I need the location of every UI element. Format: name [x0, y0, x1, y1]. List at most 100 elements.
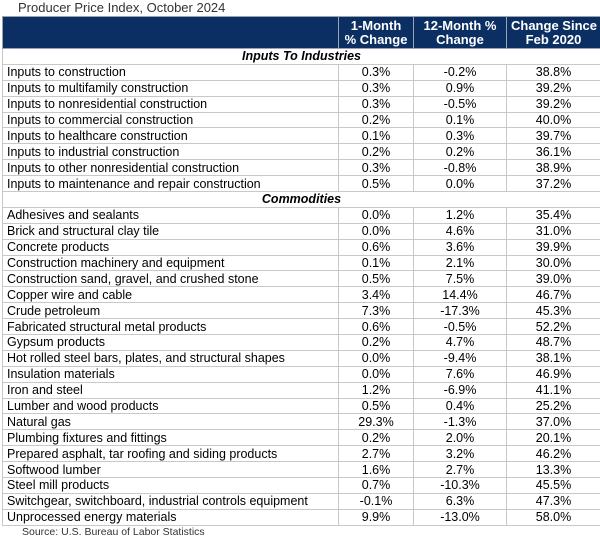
twelve-month-change: -0.5%	[413, 318, 507, 336]
one-month-change: 0.0%	[338, 349, 414, 367]
one-month-change: 0.5%	[338, 175, 414, 193]
change-since-feb-2020: 39.2%	[506, 79, 600, 97]
row-label: Steel mill products	[2, 477, 339, 494]
one-month-change: 1.6%	[338, 461, 414, 479]
change-since-feb-2020: 38.8%	[506, 63, 600, 81]
one-month-change: 9.9%	[338, 508, 414, 526]
table-row: Plumbing fixtures and fittings 0.2% 2.0% 20…	[2, 429, 600, 447]
twelve-month-change: -13.0%	[413, 508, 507, 526]
row-label: Iron and steel	[2, 381, 339, 399]
one-month-change: 3.4%	[338, 286, 414, 304]
twelve-month-change: 2.0%	[413, 429, 507, 447]
row-label: Construction sand, gravel, and crushed s…	[2, 270, 339, 288]
one-month-change: 0.1%	[338, 254, 414, 272]
twelve-month-change: -6.9%	[413, 381, 507, 399]
table-row: Inputs to multifamily construction 0.3% 0.…	[2, 79, 600, 97]
one-month-change: 0.6%	[338, 318, 414, 336]
change-since-feb-2020: 39.0%	[506, 270, 600, 288]
change-since-feb-2020: 36.1%	[506, 143, 600, 161]
one-month-change: 0.2%	[338, 429, 414, 447]
row-label: Construction machinery and equipment	[2, 254, 339, 272]
one-month-change: 0.2%	[338, 143, 414, 161]
change-since-feb-2020: 37.0%	[506, 413, 600, 431]
table-row: Inputs to commercial construction 0.2% 0.1…	[2, 111, 600, 129]
row-label: Natural gas	[2, 413, 339, 431]
row-label: Inputs to commercial construction	[2, 111, 339, 129]
one-month-change: 0.0%	[338, 365, 414, 383]
change-since-feb-2020: 38.9%	[506, 159, 600, 177]
section-heading: Inputs To Industries	[2, 48, 600, 65]
table-title: Producer Price Index, October 2024	[18, 0, 226, 15]
header-1-month: 1-Month% Change	[338, 16, 414, 49]
change-since-feb-2020: 13.3%	[506, 461, 600, 479]
change-since-feb-2020: 48.7%	[506, 334, 600, 351]
table-row: Steel mill products 0.7% -10.3% 45.5%	[2, 477, 600, 494]
row-label: Gypsum products	[2, 334, 339, 351]
header-12-month: 12-Month % Change	[413, 16, 507, 49]
twelve-month-change: 4.7%	[413, 334, 507, 351]
one-month-change: -0.1%	[338, 492, 414, 510]
twelve-month-change: 0.2%	[413, 143, 507, 161]
table-row: Unprocessed energy materials 9.9% -13.0% 58…	[2, 508, 600, 526]
row-label: Unprocessed energy materials	[2, 508, 339, 526]
one-month-change: 2.7%	[338, 445, 414, 463]
one-month-change: 0.7%	[338, 477, 414, 494]
table-row: Softwood lumber 1.6% 2.7% 13.3%	[2, 461, 600, 479]
table-row: Hot rolled steel bars, plates, and struc…	[2, 349, 600, 367]
change-since-feb-2020: 31.0%	[506, 222, 600, 240]
table-row: Copper wire and cable 3.4% 14.4% 46.7%	[2, 286, 600, 304]
table-row: Inputs to healthcare construction 0.1% 0.3…	[2, 127, 600, 145]
one-month-change: 1.2%	[338, 381, 414, 399]
one-month-change: 0.3%	[338, 95, 414, 113]
table-row: Brick and structural clay tile 0.0% 4.6% 31…	[2, 222, 600, 240]
row-label: Prepared asphalt, tar roofing and siding…	[2, 445, 339, 463]
row-label: Inputs to maintenance and repair constru…	[2, 175, 339, 193]
one-month-change: 0.2%	[338, 334, 414, 351]
row-label: Inputs to multifamily construction	[2, 79, 339, 97]
row-label: Copper wire and cable	[2, 286, 339, 304]
change-since-feb-2020: 52.2%	[506, 318, 600, 336]
table-row: Switchgear, switchboard, industrial cont…	[2, 492, 600, 510]
change-since-feb-2020: 38.1%	[506, 349, 600, 367]
change-since-feb-2020: 25.2%	[506, 397, 600, 415]
table-row: Inputs to industrial construction 0.2% 0.2…	[2, 143, 600, 161]
change-since-feb-2020: 39.9%	[506, 238, 600, 256]
header-blank	[2, 16, 339, 49]
row-label: Hot rolled steel bars, plates, and struc…	[2, 349, 339, 367]
section-row: Commodities	[2, 191, 600, 208]
one-month-change: 0.0%	[338, 206, 414, 224]
one-month-change: 0.3%	[338, 159, 414, 177]
header-since-feb-2020: Change Since Feb 2020	[506, 16, 600, 49]
twelve-month-change: -17.3%	[413, 302, 507, 320]
twelve-month-change: -0.2%	[413, 63, 507, 81]
row-label: Inputs to construction	[2, 63, 339, 81]
change-since-feb-2020: 35.4%	[506, 206, 600, 224]
change-since-feb-2020: 41.1%	[506, 381, 600, 399]
change-since-feb-2020: 20.1%	[506, 429, 600, 447]
one-month-change: 0.1%	[338, 127, 414, 145]
change-since-feb-2020: 45.3%	[506, 302, 600, 320]
table-row: Construction machinery and equipment 0.1%…	[2, 254, 600, 272]
section-row: Inputs To Industries	[2, 48, 600, 65]
twelve-month-change: 7.5%	[413, 270, 507, 288]
one-month-change: 0.2%	[338, 111, 414, 129]
row-label: Inputs to nonresidential construction	[2, 95, 339, 113]
table-row: Fabricated structural metal products 0.6%…	[2, 318, 600, 336]
change-since-feb-2020: 37.2%	[506, 175, 600, 193]
twelve-month-change: -10.3%	[413, 477, 507, 494]
twelve-month-change: 4.6%	[413, 222, 507, 240]
row-label: Crude petroleum	[2, 302, 339, 320]
twelve-month-change: 0.9%	[413, 79, 507, 97]
one-month-change: 0.3%	[338, 63, 414, 81]
change-since-feb-2020: 30.0%	[506, 254, 600, 272]
change-since-feb-2020: 46.2%	[506, 445, 600, 463]
one-month-change: 0.3%	[338, 79, 414, 97]
change-since-feb-2020: 40.0%	[506, 111, 600, 129]
table-row: Inputs to other nonresidential construct…	[2, 159, 600, 177]
row-label: Inputs to industrial construction	[2, 143, 339, 161]
one-month-change: 0.0%	[338, 222, 414, 240]
twelve-month-change: 1.2%	[413, 206, 507, 224]
row-label: Inputs to healthcare construction	[2, 127, 339, 145]
table-row: Crude petroleum 7.3% -17.3% 45.3%	[2, 302, 600, 320]
table-row: Concrete products 0.6% 3.6% 39.9%	[2, 238, 600, 256]
